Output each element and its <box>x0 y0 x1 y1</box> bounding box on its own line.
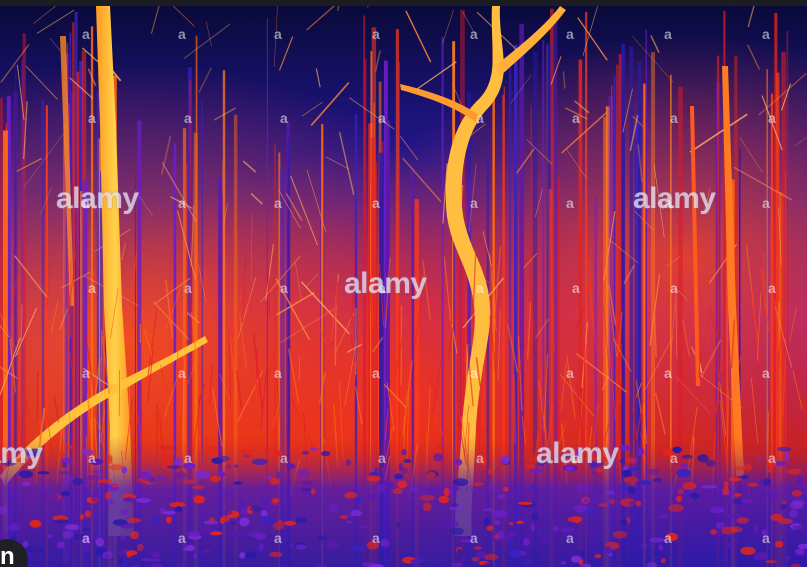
watermark-mark: a <box>572 450 580 466</box>
background-trees <box>0 8 789 567</box>
watermark-mark: a <box>280 110 288 126</box>
watermark-mark: a <box>378 450 386 466</box>
watermark-mark: a <box>470 530 478 546</box>
watermark-mark: a <box>670 280 678 296</box>
watermark-brand: alamy <box>0 437 43 470</box>
watermark-brand: alamy <box>56 182 139 215</box>
watermark-mark: a <box>178 530 186 546</box>
watermark-mark: a <box>82 365 90 381</box>
thermal-forest-image <box>0 6 807 567</box>
watermark-mark: a <box>184 450 192 466</box>
watermark-mark: a <box>88 280 96 296</box>
watermark-mark: a <box>476 110 484 126</box>
watermark-mark: a <box>274 26 282 42</box>
watermark-mark: a <box>178 365 186 381</box>
watermark-mark: a <box>762 195 770 211</box>
watermark-mark: a <box>88 450 96 466</box>
watermark-mark: a <box>476 280 484 296</box>
watermark-mark: a <box>470 365 478 381</box>
watermark-mark: a <box>572 110 580 126</box>
watermark-mark: a <box>178 195 186 211</box>
watermark-mark: a <box>762 26 770 42</box>
watermark-mark: a <box>178 26 186 42</box>
watermark-brand: alamy <box>633 182 716 215</box>
watermark-mark: a <box>572 280 580 296</box>
watermark-mark: a <box>566 365 574 381</box>
top-bar <box>0 0 807 6</box>
watermark-mark: a <box>664 365 672 381</box>
watermark-mark: a <box>372 530 380 546</box>
watermark-mark: a <box>372 26 380 42</box>
watermark-mark: a <box>184 280 192 296</box>
watermark-mark: a <box>378 280 386 296</box>
watermark-mark: a <box>184 110 192 126</box>
ground-foliage <box>0 444 807 567</box>
watermark-mark: a <box>476 450 484 466</box>
watermark-mark: a <box>82 195 90 211</box>
watermark-mark: a <box>768 450 776 466</box>
watermark-mark: a <box>274 530 282 546</box>
watermark-mark: a <box>88 110 96 126</box>
watermark-mark: a <box>372 365 380 381</box>
watermark-brand: alamy <box>536 437 619 470</box>
watermark-mark: a <box>664 26 672 42</box>
watermark-mark: a <box>274 195 282 211</box>
corner-badge-letter[interactable]: n <box>0 543 15 567</box>
watermark-mark: a <box>470 26 478 42</box>
watermark-mark: a <box>280 280 288 296</box>
watermark-mark: a <box>372 195 380 211</box>
watermark-mark: a <box>768 110 776 126</box>
watermark-mark: a <box>566 195 574 211</box>
watermark-mark: a <box>82 530 90 546</box>
watermark-mark: a <box>664 195 672 211</box>
branch-lines <box>0 6 807 422</box>
watermark-brand: alamy <box>344 267 427 300</box>
watermark-mark: a <box>768 280 776 296</box>
watermark-mark: a <box>762 365 770 381</box>
watermark-mark: a <box>664 530 672 546</box>
watermark-mark: a <box>670 450 678 466</box>
watermark-mark: a <box>566 26 574 42</box>
watermark-mark: a <box>762 530 770 546</box>
watermark-mark: a <box>274 365 282 381</box>
watermark-mark: a <box>280 450 288 466</box>
watermark-mark: a <box>378 110 386 126</box>
watermark-mark: a <box>566 530 574 546</box>
watermark-mark: a <box>670 110 678 126</box>
watermark-mark: a <box>470 195 478 211</box>
watermark-mark: a <box>82 26 90 42</box>
